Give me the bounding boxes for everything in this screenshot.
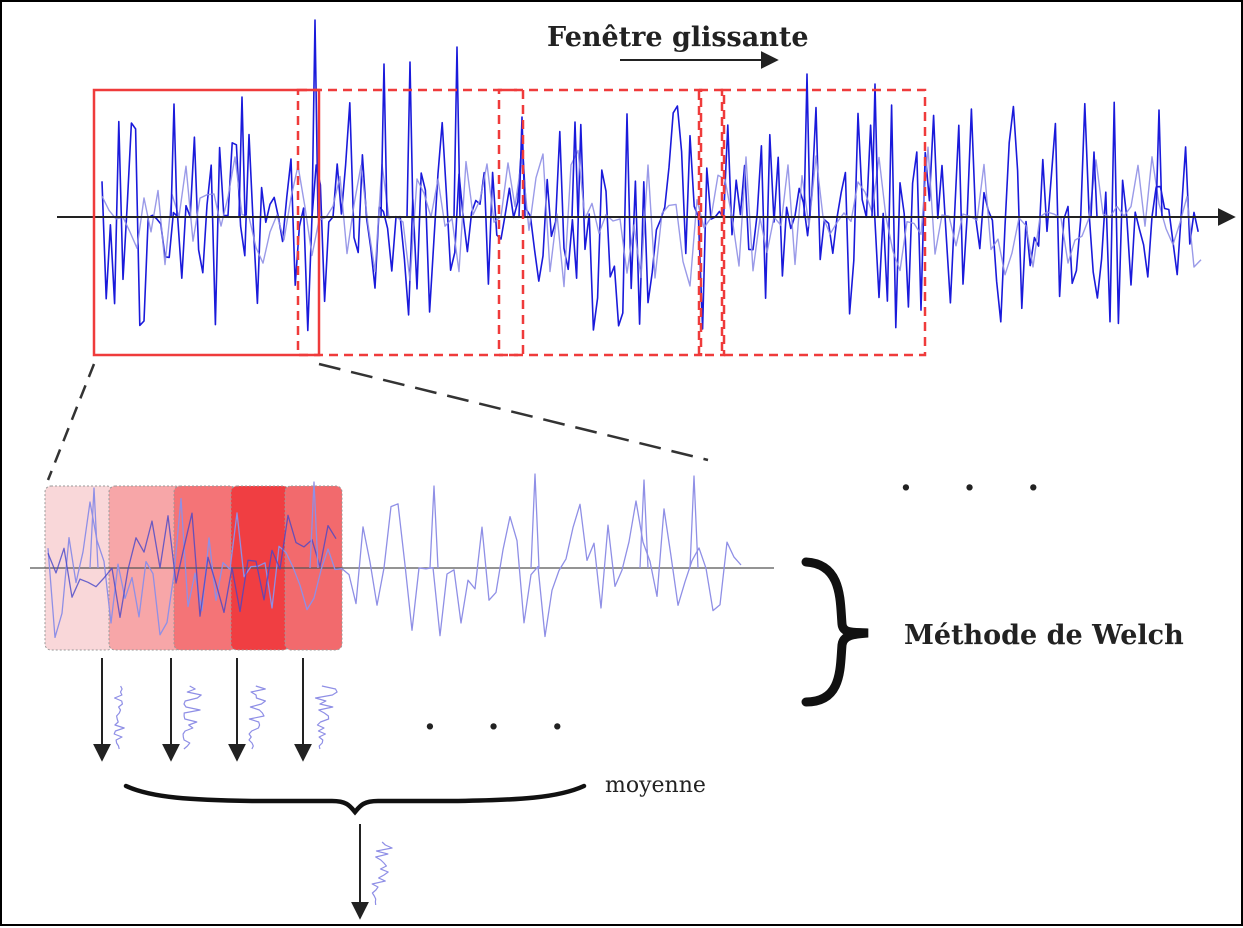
main-signal-spike — [311, 19, 319, 218]
average-brace — [123, 783, 587, 816]
main-signal-spike — [803, 73, 811, 218]
main-signal-spike — [871, 83, 879, 218]
window-dashed-2 — [497, 88, 703, 357]
main-signal-spike — [238, 96, 246, 218]
window-dashed-1 — [296, 88, 525, 357]
window-dashed-3 — [697, 88, 726, 357]
zoom-signal-spike — [689, 475, 699, 569]
averaged-spectrum — [371, 841, 393, 906]
zoom-signal-spike — [530, 473, 540, 569]
main-signal — [101, 19, 1202, 332]
zoom-connector-right — [318, 362, 709, 462]
welch-brace — [801, 557, 869, 707]
ellipsis-bottom: . . . — [424, 698, 583, 738]
main-signal-trace — [101, 101, 1199, 332]
main-signal-spike — [170, 103, 178, 218]
window-solid — [92, 88, 321, 357]
main-signal-spike — [1155, 109, 1163, 218]
zoomed-signal — [47, 473, 742, 639]
average-label: moyenne — [605, 773, 706, 798]
ellipsis-right: . . . — [900, 459, 1059, 499]
title-text: Fenêtre glissante — [547, 22, 809, 53]
averaged-spectrum-trace — [371, 841, 393, 906]
main-signal-spike — [571, 121, 579, 218]
spectrum-4 — [314, 685, 338, 750]
main-signal-trace-light — [101, 146, 1202, 288]
spectrum-3 — [248, 685, 266, 750]
main-signal-spike — [406, 61, 414, 218]
main-signal-spike — [380, 63, 388, 218]
main-signal-spike — [453, 46, 461, 218]
welch-method-label: Méthode de Welch — [904, 620, 1184, 651]
segment-spectra — [113, 685, 338, 750]
zoom-signal-trace — [47, 498, 742, 639]
spectrum-1 — [113, 685, 125, 750]
zoom-signal-spike — [429, 485, 439, 569]
main-signal-spike — [1090, 151, 1098, 218]
zoom-signal-trace-dark — [47, 512, 337, 619]
zoom-signal-spike — [309, 481, 319, 569]
zoom-connector-left — [46, 363, 96, 481]
zoom-signal-spike — [89, 487, 99, 569]
spectrum-2 — [182, 685, 202, 750]
zoom-signal-spike — [639, 479, 649, 569]
window-dashed-4 — [720, 88, 927, 357]
